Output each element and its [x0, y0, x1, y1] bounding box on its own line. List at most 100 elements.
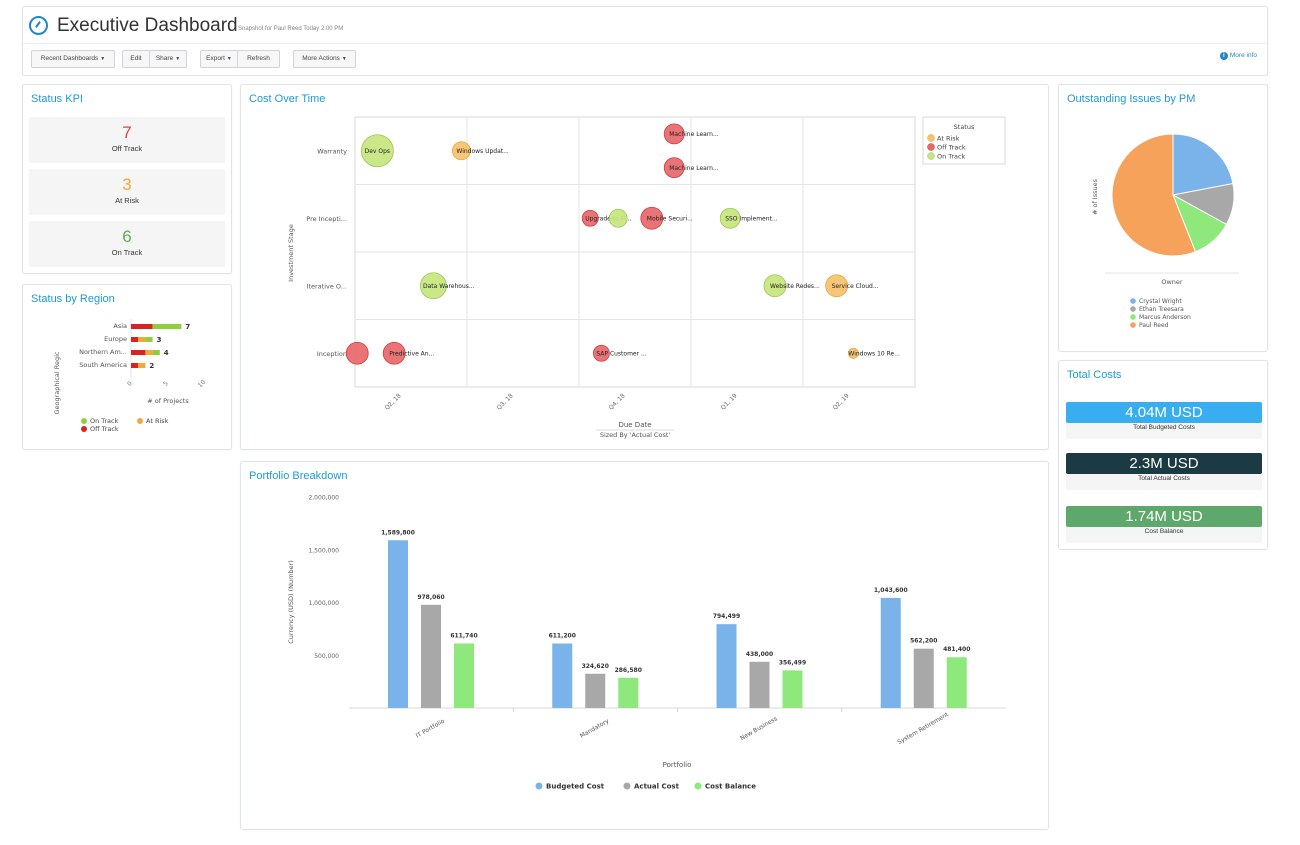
cot-bubble[interactable] — [581, 209, 599, 227]
cot-y-tick-label: Iterative O... — [307, 282, 347, 290]
pie-slice-crystal-wright[interactable] — [1172, 133, 1234, 196]
region-total-label: 3 — [157, 336, 162, 344]
cot-bubble[interactable] — [763, 274, 787, 298]
total-budgeted-costs-card[interactable]: 4.04M USD Total Budgeted Costs — [1066, 402, 1262, 445]
pb-legend-label[interactable]: Budgeted Cost — [546, 783, 605, 791]
region-y-axis-label: Geographical Regic — [53, 351, 61, 414]
oi-legend-swatch — [1130, 314, 1136, 320]
cot-legend-title: Status — [954, 123, 975, 131]
pb-legend-swatch — [694, 782, 702, 790]
region-bar-on-track[interactable] — [152, 324, 182, 329]
oi-legend-label[interactable]: Crystal Wright — [1139, 298, 1182, 305]
more-actions-button[interactable]: More Actions ▼ — [293, 50, 356, 68]
cot-x-axis-sublabel: Sized By 'Actual Cost' — [600, 431, 671, 439]
pb-bar-cost-balance[interactable] — [782, 670, 803, 708]
refresh-button[interactable]: Refresh — [237, 50, 280, 68]
status-by-region-title[interactable]: Status by Region — [31, 293, 115, 305]
more-info-link[interactable]: i More info — [1219, 52, 1257, 60]
pb-bar-cost-balance[interactable] — [946, 657, 967, 708]
region-bar-on-track[interactable] — [152, 350, 160, 355]
total-actual-costs-card[interactable]: 2.3M USD Total Actual Costs — [1066, 453, 1262, 496]
pb-bar-value-label: 1,043,600 — [874, 587, 908, 594]
pb-bar-budgeted-cost[interactable] — [388, 540, 408, 708]
cot-bubble[interactable] — [663, 157, 685, 179]
cot-bubble[interactable] — [640, 206, 664, 230]
cot-bubble-label: Service Cloud... — [832, 283, 879, 290]
chevron-down-icon: ▼ — [175, 56, 181, 62]
cot-bubble[interactable] — [451, 141, 471, 161]
cot-bubble[interactable] — [345, 341, 369, 365]
region-bar-off-track[interactable] — [131, 363, 139, 368]
pb-bar-actual-cost[interactable] — [585, 673, 606, 708]
oi-legend-label[interactable]: Marcus Anderson — [1139, 314, 1191, 321]
cot-bubble[interactable] — [608, 208, 628, 228]
total-costs-title[interactable]: Total Costs — [1067, 369, 1122, 381]
oi-legend-label[interactable]: Ethan Treesara — [1139, 306, 1184, 313]
at-risk-swatch — [137, 418, 143, 424]
region-x-tick-label: 0 — [126, 380, 134, 388]
cot-bubble[interactable] — [419, 272, 447, 300]
cot-bubble[interactable] — [360, 134, 394, 168]
cost-balance-card[interactable]: 1.74M USD Cost Balance — [1066, 506, 1262, 549]
pb-x-tick-label: Mandatory — [579, 717, 611, 739]
cost-over-time-title[interactable]: Cost Over Time — [249, 93, 326, 105]
pb-legend-label[interactable]: Cost Balance — [705, 783, 756, 791]
kpi-at-risk[interactable]: 3 At Risk — [29, 169, 225, 215]
cot-bubble[interactable] — [848, 347, 859, 359]
cot-y-tick-label: Warranty — [317, 147, 347, 155]
pb-legend-label[interactable]: Actual Cost — [634, 783, 680, 791]
region-legend-at-risk[interactable]: At Risk — [137, 417, 168, 425]
cot-bubble[interactable] — [663, 123, 685, 145]
outstanding-issues-title[interactable]: Outstanding Issues by PM — [1067, 93, 1196, 105]
pb-bar-actual-cost[interactable] — [913, 648, 934, 708]
cot-legend-at-risk[interactable]: At Risk — [937, 135, 960, 143]
pb-bar-cost-balance[interactable] — [454, 643, 474, 708]
region-bar-off-track[interactable] — [131, 337, 139, 342]
region-bar-at-risk[interactable] — [145, 350, 153, 355]
region-legend-on-track[interactable]: On Track — [81, 417, 118, 425]
pb-bar-budgeted-cost[interactable] — [552, 643, 573, 708]
pb-bar-value-label: 438,000 — [746, 651, 773, 658]
region-legend-off-track[interactable]: Off Track — [81, 425, 119, 433]
region-category-label: Europe — [104, 335, 127, 343]
cot-bubble[interactable] — [382, 341, 406, 365]
cot-bubble-label: Machine Learn... — [669, 131, 719, 138]
pb-bar-budgeted-cost[interactable] — [880, 597, 901, 708]
dashboard-gauge-icon — [29, 16, 48, 35]
pb-bar-value-label: 1,589,800 — [381, 529, 415, 536]
cot-legend-off-track[interactable]: Off Track — [937, 144, 966, 152]
kpi-on-track[interactable]: 6 On Track — [29, 221, 225, 267]
recent-dashboards-label: Recent Dashboards — [40, 55, 99, 62]
pb-bar-actual-cost[interactable] — [749, 661, 770, 708]
region-bar-on-track[interactable] — [145, 337, 153, 342]
cot-bubble[interactable] — [592, 344, 610, 362]
oi-legend-swatch — [1130, 322, 1136, 328]
pb-bar-budgeted-cost[interactable] — [716, 624, 737, 708]
pb-bar-cost-balance[interactable] — [618, 677, 639, 708]
recent-dashboards-button[interactable]: Recent Dashboards ▼ — [31, 50, 115, 68]
status-kpi-title[interactable]: Status KPI — [31, 93, 83, 105]
cot-bubble[interactable] — [825, 274, 848, 298]
export-label: Export — [206, 55, 225, 62]
pb-legend-swatch — [623, 782, 631, 790]
pb-y-tick-label: 2,000,000 — [308, 495, 339, 502]
pie-slice-paul-reed[interactable] — [1111, 133, 1197, 257]
pb-x-axis-label: Portfolio — [663, 761, 692, 769]
pb-bar-actual-cost[interactable] — [421, 604, 441, 708]
total-actual-costs-label: Total Actual Costs — [1066, 474, 1262, 490]
portfolio-breakdown-title[interactable]: Portfolio Breakdown — [249, 470, 348, 482]
region-bar-at-risk[interactable] — [138, 337, 146, 342]
region-bar-at-risk[interactable] — [138, 363, 146, 368]
cot-bubble[interactable] — [719, 207, 741, 229]
export-button[interactable]: Export ▼ — [200, 50, 238, 68]
region-bar-off-track[interactable] — [131, 324, 153, 329]
portfolio-breakdown-chart: 500,000 1,000,000 1,500,000 2,000,000 1,589… — [287, 495, 1006, 791]
cot-legend-on-track[interactable]: On Track — [937, 153, 966, 161]
edit-button[interactable]: Edit — [122, 50, 150, 68]
share-button[interactable]: Share ▼ — [149, 50, 187, 68]
oi-legend-label[interactable]: Paul Reed — [1139, 322, 1169, 329]
pb-bar-value-label: 611,200 — [549, 633, 576, 640]
region-bar-off-track[interactable] — [131, 350, 146, 355]
kpi-off-track[interactable]: 7 Off Track — [29, 117, 225, 163]
